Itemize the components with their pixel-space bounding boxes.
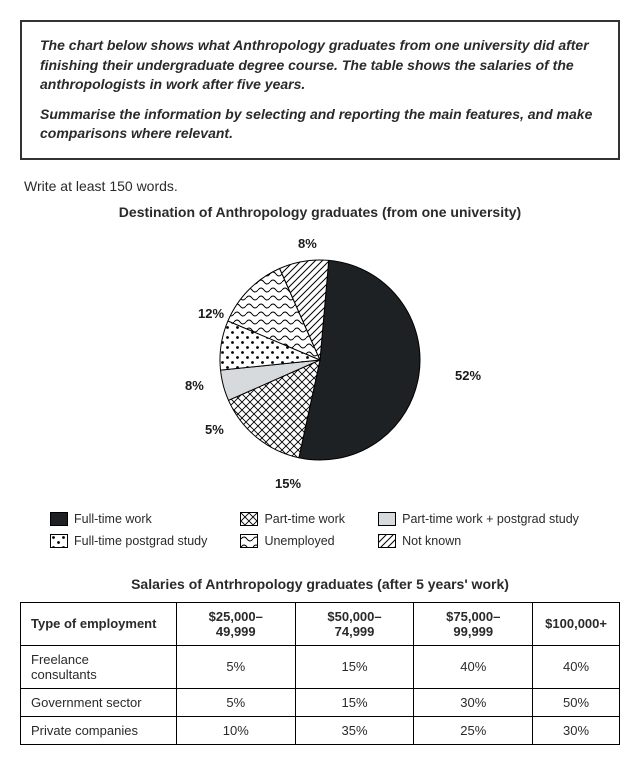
legend-swatch <box>378 534 396 548</box>
pie-chart-svg: 52% 15% 5% 8% 12% 8% <box>150 230 490 500</box>
legend-label: Full-time work <box>74 512 152 526</box>
legend-swatch <box>240 534 258 548</box>
row-label: Government sector <box>21 688 177 716</box>
legend-item: Full-time work <box>50 512 218 526</box>
table-cell: 5% <box>176 645 295 688</box>
table-cell: 10% <box>176 716 295 744</box>
pie-chart-title: Destination of Anthropology graduates (f… <box>20 204 620 220</box>
table-row: Freelance consultants5%15%40%40% <box>21 645 620 688</box>
salary-table: Type of employment $25,000–49,999 $50,00… <box>20 602 620 745</box>
table-row: Private companies10%35%25%30% <box>21 716 620 744</box>
col-header: $100,000+ <box>533 602 620 645</box>
prompt-paragraph-1: The chart below shows what Anthropology … <box>40 36 600 95</box>
legend-label: Not known <box>402 534 461 548</box>
table-cell: 30% <box>414 688 533 716</box>
pie-slice-label: 8% <box>185 378 204 393</box>
legend-item: Part-time work + postgrad study <box>378 512 590 526</box>
legend-label: Unemployed <box>264 534 334 548</box>
row-label: Freelance consultants <box>21 645 177 688</box>
table-header-row: Type of employment $25,000–49,999 $50,00… <box>21 602 620 645</box>
table-cell: 50% <box>533 688 620 716</box>
legend-swatch <box>378 512 396 526</box>
pie-slice-label: 5% <box>205 422 224 437</box>
legend-item: Full-time postgrad study <box>50 534 218 548</box>
pie-slice-label: 8% <box>298 236 317 251</box>
word-count-instruction: Write at least 150 words. <box>24 178 620 194</box>
table-cell: 30% <box>533 716 620 744</box>
legend-item: Part-time work <box>240 512 356 526</box>
legend-item: Not known <box>378 534 590 548</box>
row-header-label: Type of employment <box>21 602 177 645</box>
legend-label: Part-time work + postgrad study <box>402 512 579 526</box>
table-cell: 40% <box>414 645 533 688</box>
legend-label: Full-time postgrad study <box>74 534 207 548</box>
legend-swatch <box>50 512 68 526</box>
col-header: $50,000–74,999 <box>295 602 414 645</box>
table-cell: 5% <box>176 688 295 716</box>
col-header: $75,000–99,999 <box>414 602 533 645</box>
pie-slice-label: 12% <box>198 306 224 321</box>
legend-swatch <box>240 512 258 526</box>
legend-item: Unemployed <box>240 534 356 548</box>
prompt-paragraph-2: Summarise the information by selecting a… <box>40 105 600 144</box>
table-row: Government sector5%15%30%50% <box>21 688 620 716</box>
pie-slice-label: 52% <box>455 368 481 383</box>
legend-swatch <box>50 534 68 548</box>
pie-chart-area: 52% 15% 5% 8% 12% 8% <box>20 230 620 500</box>
salary-table-title: Salaries of Antrhropology graduates (aft… <box>20 576 620 592</box>
table-cell: 15% <box>295 688 414 716</box>
table-cell: 40% <box>533 645 620 688</box>
pie-legend: Full-time work Part-time work Part-time wo… <box>50 512 590 548</box>
pie-slice-label: 15% <box>275 476 301 491</box>
col-header: $25,000–49,999 <box>176 602 295 645</box>
table-cell: 35% <box>295 716 414 744</box>
task-prompt-box: The chart below shows what Anthropology … <box>20 20 620 160</box>
row-label: Private companies <box>21 716 177 744</box>
table-cell: 25% <box>414 716 533 744</box>
table-cell: 15% <box>295 645 414 688</box>
legend-label: Part-time work <box>264 512 345 526</box>
